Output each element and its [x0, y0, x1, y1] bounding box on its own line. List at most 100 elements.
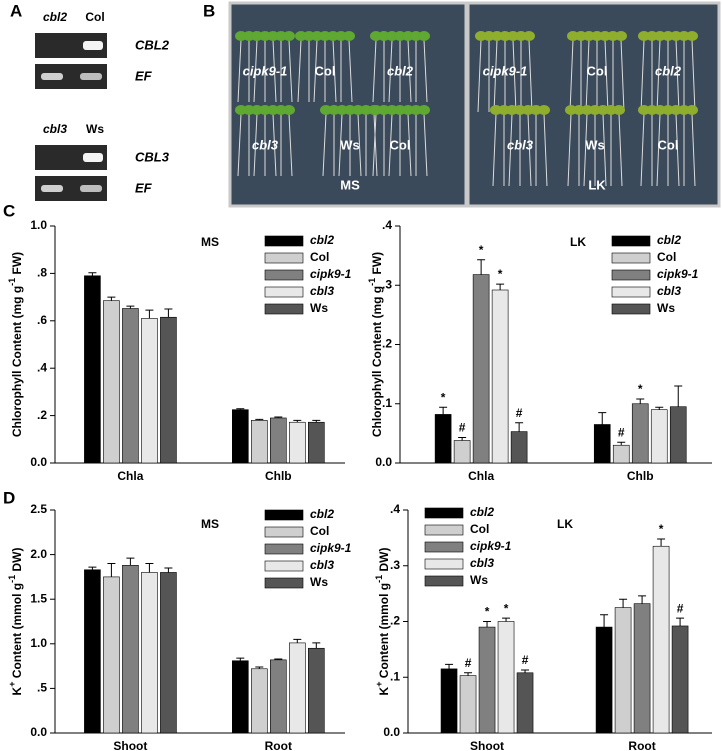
legend-swatch: [424, 558, 464, 570]
bar: [141, 572, 158, 734]
legend-swatch: [264, 526, 304, 538]
root: [237, 39, 242, 103]
error-bar: [164, 567, 173, 573]
annotation: *: [498, 267, 503, 281]
legend-swatch: [611, 235, 651, 247]
root: [288, 39, 293, 103]
bar: [122, 308, 139, 464]
seedling: [283, 31, 295, 41]
error-bar: [255, 666, 264, 669]
x-tick-label: Chlb: [627, 469, 654, 483]
error-bar: [655, 406, 664, 410]
bar: [631, 403, 649, 464]
lane-label: Col: [85, 10, 104, 24]
chart-title: MS: [201, 235, 219, 249]
y-axis-label: Chlorophyll Content (mg g-1 FW): [7, 252, 24, 437]
bar: [478, 626, 496, 734]
error-bar: [312, 642, 321, 649]
legend-swatch: [264, 252, 304, 264]
y-tick-label: .1: [382, 396, 392, 410]
seedling: [686, 31, 698, 41]
annotation: #: [459, 421, 466, 435]
x-tick-label: Chla: [117, 469, 143, 483]
y-axis-label-part: FW): [10, 252, 24, 278]
y-tick-label: 1.5: [30, 591, 47, 605]
genotype-label: cipk9-1: [483, 63, 528, 78]
gel-band: [41, 185, 63, 192]
x-tick-label: Chlb: [265, 469, 292, 483]
root: [656, 113, 661, 187]
bar: [510, 431, 528, 464]
root: [567, 113, 572, 187]
error-bar: [676, 617, 685, 626]
bar: [160, 572, 177, 734]
bar: [288, 642, 306, 734]
seedling: [523, 31, 535, 41]
legend-swatch: [264, 303, 304, 315]
error-bar: [458, 437, 467, 441]
root: [357, 113, 362, 177]
bar: [612, 444, 630, 464]
error-bar: [312, 419, 321, 423]
root: [691, 39, 696, 113]
y-tick-label: 2.0: [30, 547, 47, 561]
bar: [671, 625, 689, 734]
y-axis-label-part: Chlorophyll Content (mg g: [370, 286, 384, 437]
legend-label: Col: [310, 250, 329, 264]
y-tick-label: 0.0: [30, 725, 47, 739]
y-axis-label-part: K: [10, 686, 24, 695]
error-bar: [274, 416, 283, 418]
legend-swatch: [264, 543, 304, 555]
gel-band: [83, 153, 103, 162]
root: [675, 113, 680, 187]
root: [272, 39, 277, 103]
error-bar: [636, 398, 645, 404]
bar: [103, 300, 120, 464]
error-bar: [445, 663, 454, 669]
chart-title: MS: [201, 517, 219, 531]
legend-label: Ws: [470, 573, 488, 587]
root: [585, 39, 590, 113]
root: [528, 39, 533, 113]
error-bar: [483, 621, 492, 628]
y-axis-label-part: -1: [7, 575, 17, 583]
y-tick-label: .2: [382, 337, 392, 351]
gene-label: EF: [135, 68, 153, 83]
y-axis-label: K+ Content (mmol g-1 DW): [374, 548, 391, 696]
root: [332, 39, 337, 103]
y-tick-label: 1.0: [30, 218, 47, 232]
root: [253, 113, 258, 177]
legend-label: Col: [310, 524, 329, 538]
gene-label: CBL2: [135, 37, 170, 52]
root: [272, 113, 277, 177]
root: [407, 113, 412, 177]
y-axis-label-part: Content (mmol g: [377, 583, 391, 682]
error-bar: [638, 595, 647, 604]
genotype-label: cbl2: [655, 63, 682, 78]
root: [313, 39, 318, 103]
y-tick-label: 1.0: [30, 636, 47, 650]
root: [604, 39, 609, 113]
error-bar: [496, 283, 505, 290]
seedling: [283, 105, 295, 115]
root: [237, 113, 242, 177]
error-bar: [145, 309, 154, 319]
seedling: [418, 31, 430, 41]
gel-band: [80, 185, 102, 192]
root: [373, 113, 378, 177]
legend-label: Ws: [657, 301, 675, 315]
y-tick-label: .1: [390, 669, 400, 683]
root: [618, 113, 623, 187]
gel-band: [41, 73, 63, 80]
legend-swatch: [611, 303, 651, 315]
root: [602, 113, 607, 187]
legend-swatch: [424, 524, 464, 536]
error-bar: [439, 406, 448, 415]
bar: [497, 621, 515, 734]
error-bar: [88, 272, 97, 276]
y-axis-label-part: FW): [370, 252, 384, 278]
y-axis-label-part: Chlorophyll Content (mg g: [10, 286, 24, 437]
legend-label: cbl3: [310, 558, 334, 572]
legend-swatch: [264, 577, 304, 589]
genotype-label: Col: [315, 63, 336, 78]
